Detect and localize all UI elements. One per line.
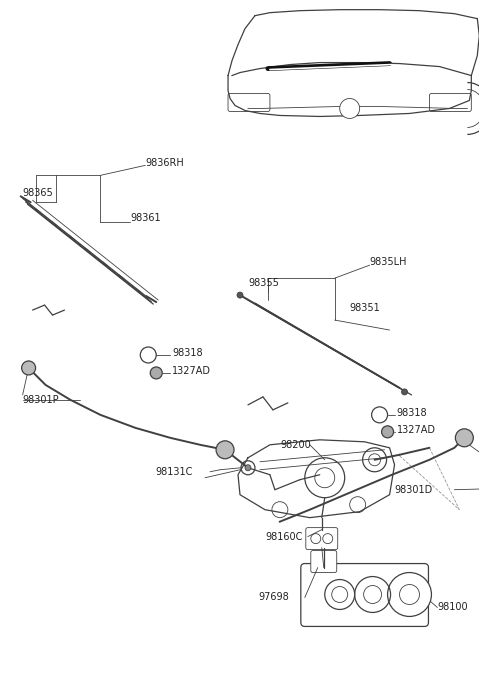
FancyBboxPatch shape: [430, 93, 471, 111]
Text: 98365: 98365: [23, 189, 53, 198]
Circle shape: [340, 99, 360, 118]
Text: 98131C: 98131C: [155, 466, 192, 477]
FancyBboxPatch shape: [301, 564, 429, 627]
Text: 98361: 98361: [130, 214, 161, 223]
Text: 98100: 98100: [437, 603, 468, 612]
FancyBboxPatch shape: [306, 528, 338, 549]
Circle shape: [456, 429, 473, 447]
Circle shape: [237, 292, 243, 298]
FancyBboxPatch shape: [311, 551, 336, 573]
Circle shape: [150, 367, 162, 379]
Text: 98200: 98200: [280, 439, 311, 450]
Text: 98355: 98355: [248, 278, 279, 288]
Text: 98301P: 98301P: [23, 395, 59, 405]
Text: KIA: KIA: [347, 106, 353, 111]
Text: 1327AD: 1327AD: [172, 366, 211, 376]
Text: 98301D: 98301D: [395, 484, 433, 495]
FancyBboxPatch shape: [228, 93, 270, 111]
Text: 9835LH: 9835LH: [370, 257, 407, 267]
Text: 9836RH: 9836RH: [145, 158, 184, 169]
Text: 1327AD: 1327AD: [396, 425, 435, 435]
Circle shape: [387, 573, 432, 616]
Circle shape: [22, 361, 36, 375]
Text: 98318: 98318: [396, 408, 427, 418]
Text: 98160C: 98160C: [265, 531, 302, 542]
Circle shape: [245, 465, 251, 471]
Text: 98351: 98351: [350, 303, 381, 313]
Text: 98318: 98318: [172, 348, 203, 358]
Circle shape: [216, 441, 234, 459]
Circle shape: [382, 426, 394, 438]
Text: 97698: 97698: [258, 592, 288, 603]
Circle shape: [402, 389, 408, 395]
